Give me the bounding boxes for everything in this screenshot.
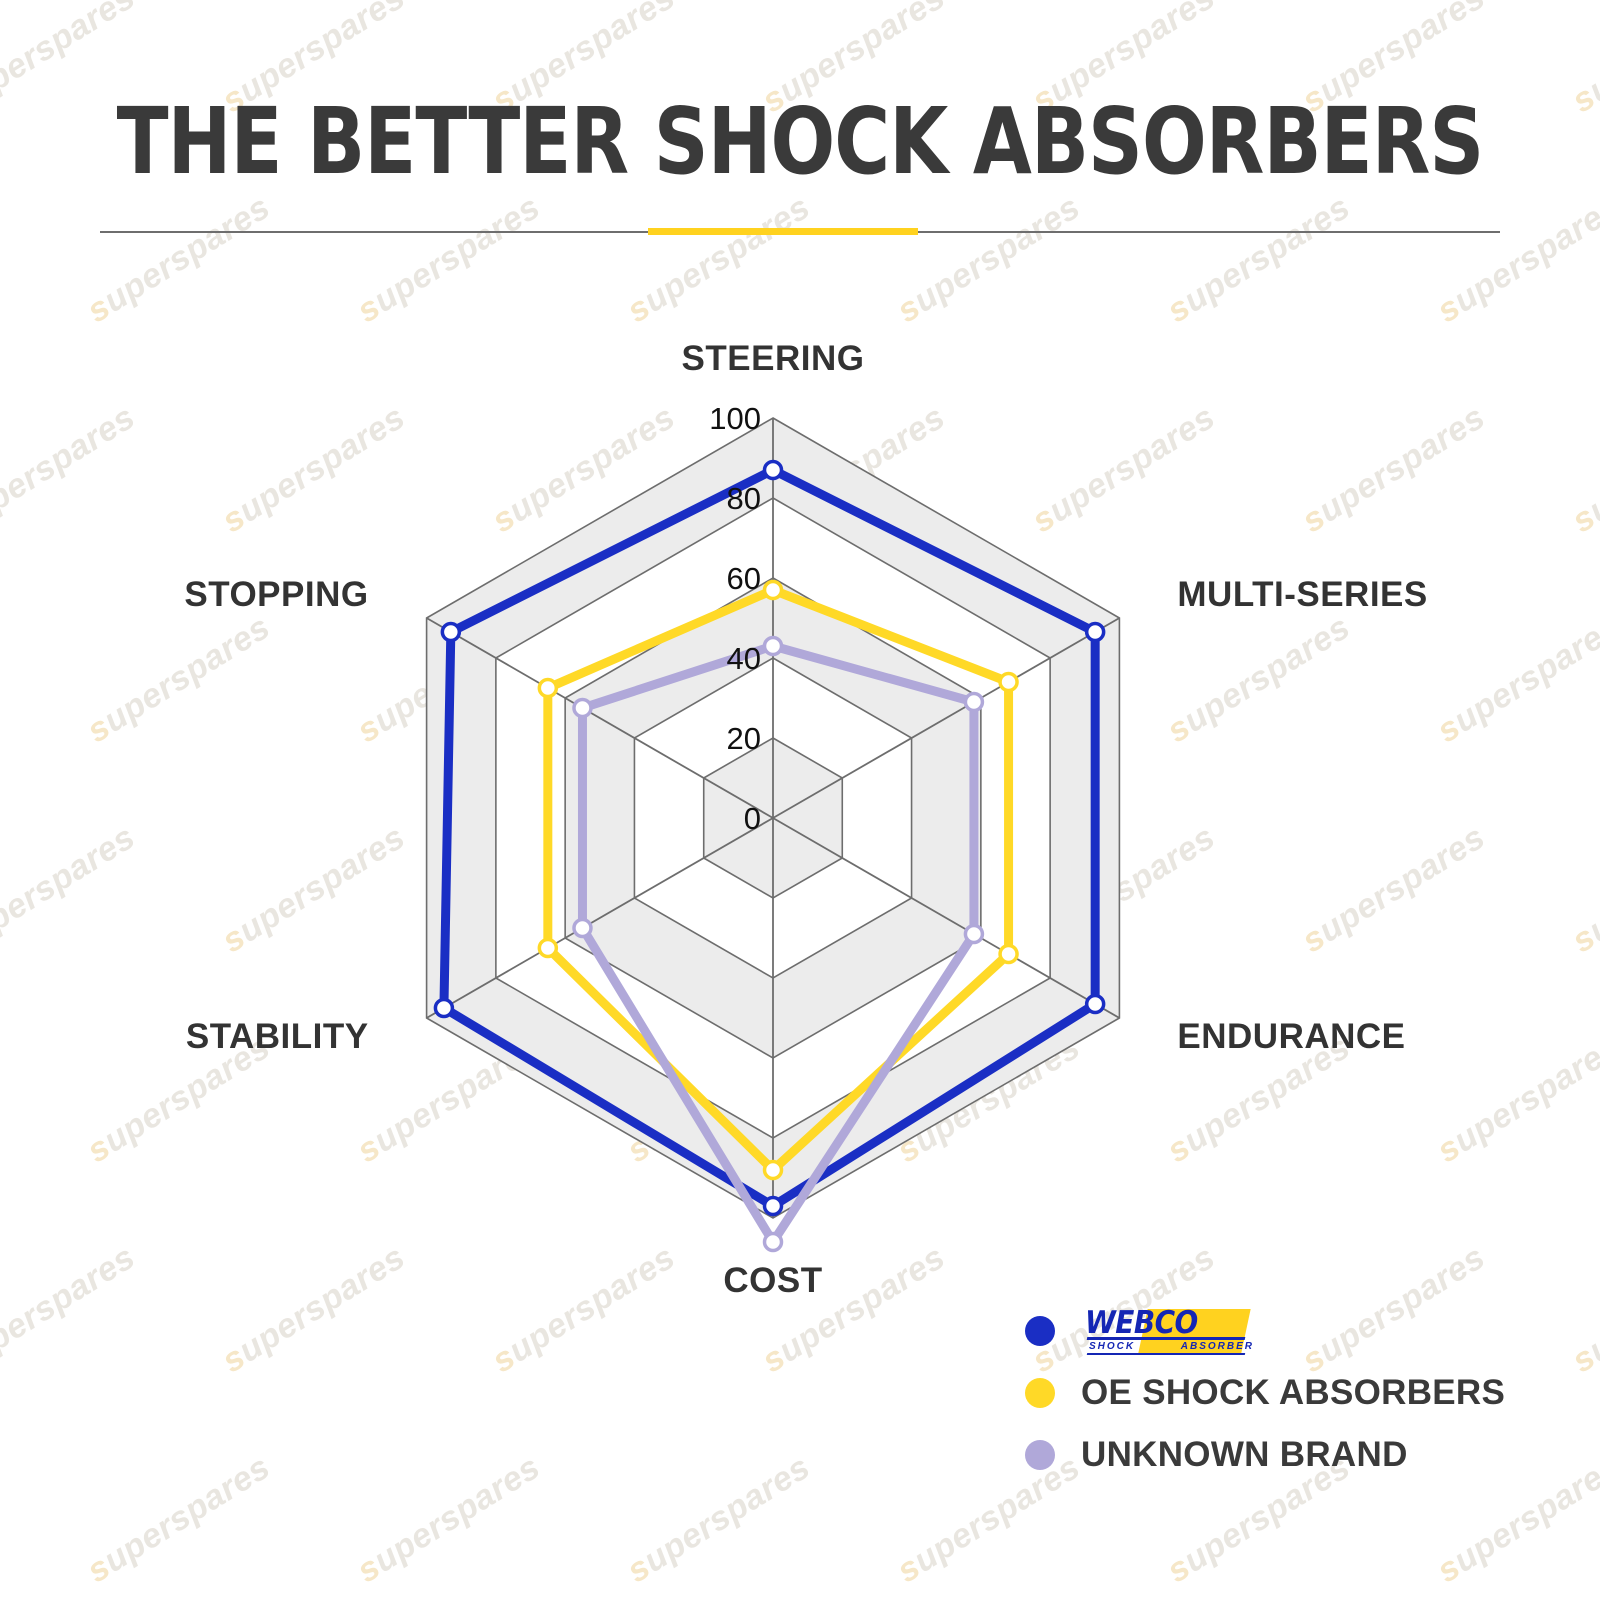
legend-swatch-webco	[1025, 1316, 1055, 1346]
series-point	[762, 1159, 784, 1181]
tick-label-0: 0	[744, 801, 761, 836]
title-block: THE BETTER SHOCK ABSORBERS	[0, 96, 1600, 188]
axis-label-steering: STEERING	[682, 339, 865, 378]
series-point	[762, 459, 784, 481]
series-point	[762, 1231, 784, 1253]
series-point	[998, 671, 1019, 693]
logo-subtext-left: SHOCK	[1089, 1341, 1136, 1352]
legend-label-oe: OE SHOCK ABSORBERS	[1081, 1373, 1506, 1412]
series-point	[537, 937, 559, 959]
legend-label-unknown: UNKNOWN BRAND	[1081, 1435, 1408, 1474]
axis-spoke-multi-series	[772, 617, 1120, 819]
series-point	[537, 677, 559, 699]
chart-legend: WEBCO SHOCK ABSORBER OE SHOCK ABSORBERS …	[1025, 1300, 1545, 1486]
axis-spoke-endurance	[772, 817, 1120, 1019]
series-point	[762, 579, 784, 601]
legend-item-oe[interactable]: OE SHOCK ABSORBERS	[1025, 1362, 1545, 1424]
axis-spoke-stability	[426, 817, 774, 1019]
series-point	[963, 691, 985, 713]
series-point	[762, 1195, 784, 1217]
radar-series-layer	[433, 459, 1106, 1253]
title-accent-bar	[648, 228, 918, 235]
logo-wordmark: WEBCO	[1085, 1305, 1198, 1341]
axis-spoke-stopping	[426, 617, 774, 819]
series-point	[1084, 993, 1106, 1015]
series-point	[572, 917, 593, 939]
series-unknown-brand	[572, 635, 985, 1253]
logo-subtext-right: ABSORBER	[1180, 1341, 1254, 1352]
legend-swatch-unknown	[1025, 1440, 1055, 1470]
axis-label-stopping: STOPPING	[184, 575, 368, 614]
legend-item-webco[interactable]: WEBCO SHOCK ABSORBER	[1025, 1300, 1545, 1362]
series-point	[440, 621, 462, 643]
series-point	[433, 997, 455, 1019]
legend-swatch-oe	[1025, 1378, 1055, 1408]
radar-axis-spokes	[426, 418, 1120, 1218]
logo-bar-bottom	[1086, 1353, 1246, 1355]
radar-chart-svg: 0 20 40 60 80 100 STEERING MULTI-SERIES ENDURAN…	[184, 339, 1427, 1300]
series-point	[998, 943, 1019, 965]
tick-label-100: 100	[709, 401, 761, 436]
radar-axis-labels: STEERING MULTI-SERIES ENDURANCE COST STABILI…	[184, 339, 1427, 1300]
series-webco	[433, 459, 1106, 1217]
tick-label-60: 60	[727, 561, 761, 596]
series-point	[1084, 621, 1106, 643]
series-point	[762, 635, 784, 657]
title-divider	[100, 228, 1500, 236]
radar-chart: 0 20 40 60 80 100 STEERING MULTI-SERIES ENDURAN…	[0, 250, 1600, 1350]
series-oe-shock-absorbers	[537, 579, 1019, 1181]
axis-label-endurance: ENDURANCE	[1177, 1017, 1405, 1056]
series-point	[572, 697, 593, 719]
page-title: THE BETTER SHOCK ABSORBERS	[116, 88, 1485, 195]
tick-label-20: 20	[727, 721, 761, 756]
tick-label-40: 40	[727, 641, 761, 676]
legend-item-unknown[interactable]: UNKNOWN BRAND	[1025, 1424, 1545, 1486]
logo-subtext: SHOCK ABSORBER	[1089, 1340, 1254, 1354]
series-point	[963, 923, 985, 945]
radar-tick-labels: 0 20 40 60 80 100	[709, 401, 761, 836]
tick-label-80: 80	[727, 481, 761, 516]
axis-label-stability: STABILITY	[186, 1017, 369, 1056]
webco-logo: WEBCO SHOCK ABSORBER	[1081, 1307, 1252, 1355]
axis-label-multi-series: MULTI-SERIES	[1177, 575, 1427, 614]
axis-label-cost: COST	[723, 1261, 822, 1300]
